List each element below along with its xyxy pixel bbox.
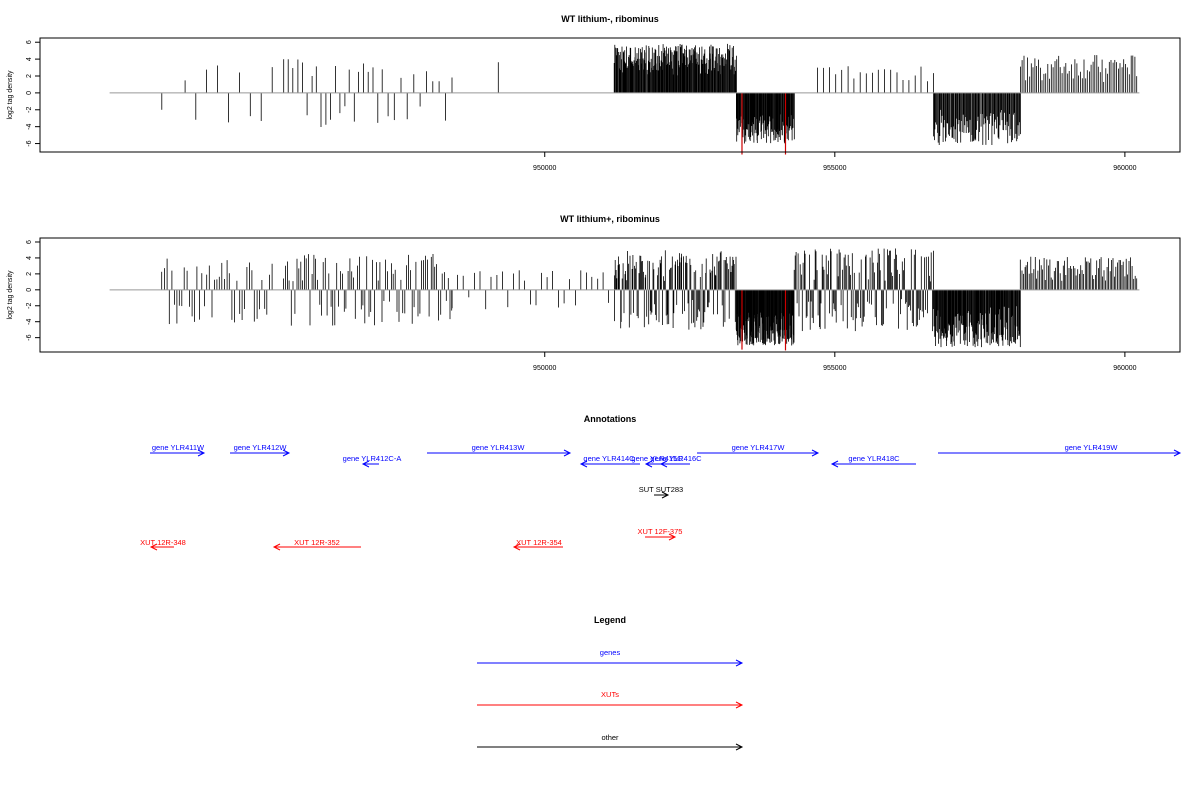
x-tick-label: 960000	[1113, 365, 1136, 372]
annotation-feature: gene YLR413W	[427, 443, 572, 457]
annotation-arrow	[697, 449, 820, 457]
legend-arrow	[477, 743, 744, 751]
density-bars	[161, 43, 1138, 145]
annotation-feature: gene YLR419W	[938, 443, 1182, 457]
annotation-label: gene YLR416C	[650, 454, 702, 463]
panel-title: WT lithium+, ribominus	[560, 214, 660, 224]
annotation-arrow	[361, 460, 379, 468]
y-tick-label: 6	[26, 240, 33, 244]
annotation-feature: SUT SUT283	[639, 485, 683, 499]
annotation-arrow	[645, 533, 677, 541]
annotations-title: Annotations	[584, 414, 637, 424]
annotation-arrow	[938, 449, 1182, 457]
y-tick-label: 0	[26, 91, 33, 95]
legend-entry: other	[477, 733, 744, 751]
track-panel-lithium-minus: WT lithium-, ribominus log2 tag density …	[7, 14, 1181, 172]
legend-entry: genes	[477, 648, 744, 667]
legend-entry: XUTs	[477, 690, 744, 709]
annotation-feature: gene YLR412C-A	[343, 454, 402, 468]
annotation-label: gene YLR412W	[234, 443, 288, 452]
x-axis: 950000 955000 960000	[533, 352, 1137, 372]
annotation-label: SUT SUT283	[639, 485, 683, 494]
annotation-label: gene YLR414C	[583, 454, 635, 463]
legend-label: XUTs	[601, 690, 619, 699]
annotation-feature: XUT 12R-352	[272, 538, 361, 551]
annotation-feature: gene YLR416C	[650, 454, 702, 468]
annotation-label: XUT 12F-375	[638, 527, 683, 536]
legend: Legend genes XUTs other	[477, 615, 744, 751]
annotation-feature: gene YLR414C	[579, 454, 640, 468]
y-tick-label: -2	[26, 303, 33, 309]
annotation-feature: gene YLR411W	[150, 443, 206, 457]
y-tick-label: -6	[26, 140, 33, 146]
annotation-track: Annotations gene YLR411W gene YLR412W gene…	[140, 414, 1182, 551]
annotation-arrow	[579, 460, 640, 468]
x-tick-label: 955000	[823, 365, 846, 372]
annotation-label: gene YLR411W	[152, 443, 205, 452]
plot-frame	[39, 37, 1181, 153]
plot-frame	[39, 237, 1181, 353]
y-tick-label: -4	[26, 123, 33, 129]
annotation-feature: XUT 12R-348	[140, 538, 186, 551]
y-axis: 6 4 2 0 -2 -4 -6	[26, 40, 40, 147]
x-tick-label: 955000	[823, 165, 846, 172]
annotation-arrow	[654, 491, 670, 499]
y-axis: 6 4 2 0 -2 -4 -6	[26, 240, 40, 341]
y-tick-label: 2	[26, 74, 33, 78]
y-axis-label: log2 tag density	[7, 70, 14, 120]
annotation-label: gene YLR418C	[848, 454, 900, 463]
annotation-label: XUT 12R-352	[294, 538, 340, 547]
y-tick-label: 2	[26, 272, 33, 276]
x-tick-label: 950000	[533, 165, 556, 172]
y-tick-label: -6	[26, 334, 33, 340]
y-axis-label: log2 tag density	[7, 270, 14, 320]
annotation-arrow	[272, 543, 361, 551]
legend-arrow	[477, 701, 744, 709]
y-tick-label: 4	[26, 57, 33, 61]
annotation-label: XUT 12R-354	[516, 538, 562, 547]
annotation-arrow	[659, 460, 690, 468]
annotation-label: gene YLR415C	[631, 454, 683, 463]
legend-title: Legend	[594, 615, 626, 625]
y-tick-label: 0	[26, 288, 33, 292]
annotation-feature: gene YLR418C	[830, 454, 916, 468]
annotation-arrow	[830, 460, 916, 468]
panel-title: WT lithium-, ribominus	[561, 14, 659, 24]
highlight-bars	[741, 92, 787, 155]
x-axis: 950000 955000 960000	[533, 152, 1137, 172]
annotation-feature: XUT 12R-354	[512, 538, 563, 551]
legend-arrow	[477, 659, 744, 667]
legend-label: genes	[600, 648, 621, 657]
annotation-label: gene YLR413W	[472, 443, 526, 452]
annotation-feature: XUT 12F-375	[638, 527, 683, 541]
y-tick-label: 6	[26, 40, 33, 44]
annotation-label: gene YLR417W	[732, 443, 786, 452]
annotation-feature: gene YLR412W	[230, 443, 291, 457]
annotation-arrow	[512, 543, 563, 551]
annotation-feature: gene YLR417W	[697, 443, 820, 457]
annotation-arrow	[150, 449, 206, 457]
y-tick-label: -2	[26, 107, 33, 113]
annotation-arrow	[230, 449, 291, 457]
y-tick-label: -4	[26, 318, 33, 324]
annotation-label: gene YLR419W	[1065, 443, 1119, 452]
x-tick-label: 960000	[1113, 165, 1136, 172]
highlight-bars	[741, 289, 787, 351]
density-bars	[161, 248, 1138, 348]
x-tick-label: 950000	[533, 365, 556, 372]
annotation-arrow	[427, 449, 572, 457]
annotation-arrow	[149, 543, 174, 551]
legend-label: other	[601, 733, 619, 742]
annotation-label: gene YLR412C-A	[343, 454, 402, 463]
y-tick-label: 4	[26, 256, 33, 260]
annotation-label: XUT 12R-348	[140, 538, 186, 547]
track-panel-lithium-plus: WT lithium+, ribominus log2 tag density …	[7, 214, 1181, 372]
